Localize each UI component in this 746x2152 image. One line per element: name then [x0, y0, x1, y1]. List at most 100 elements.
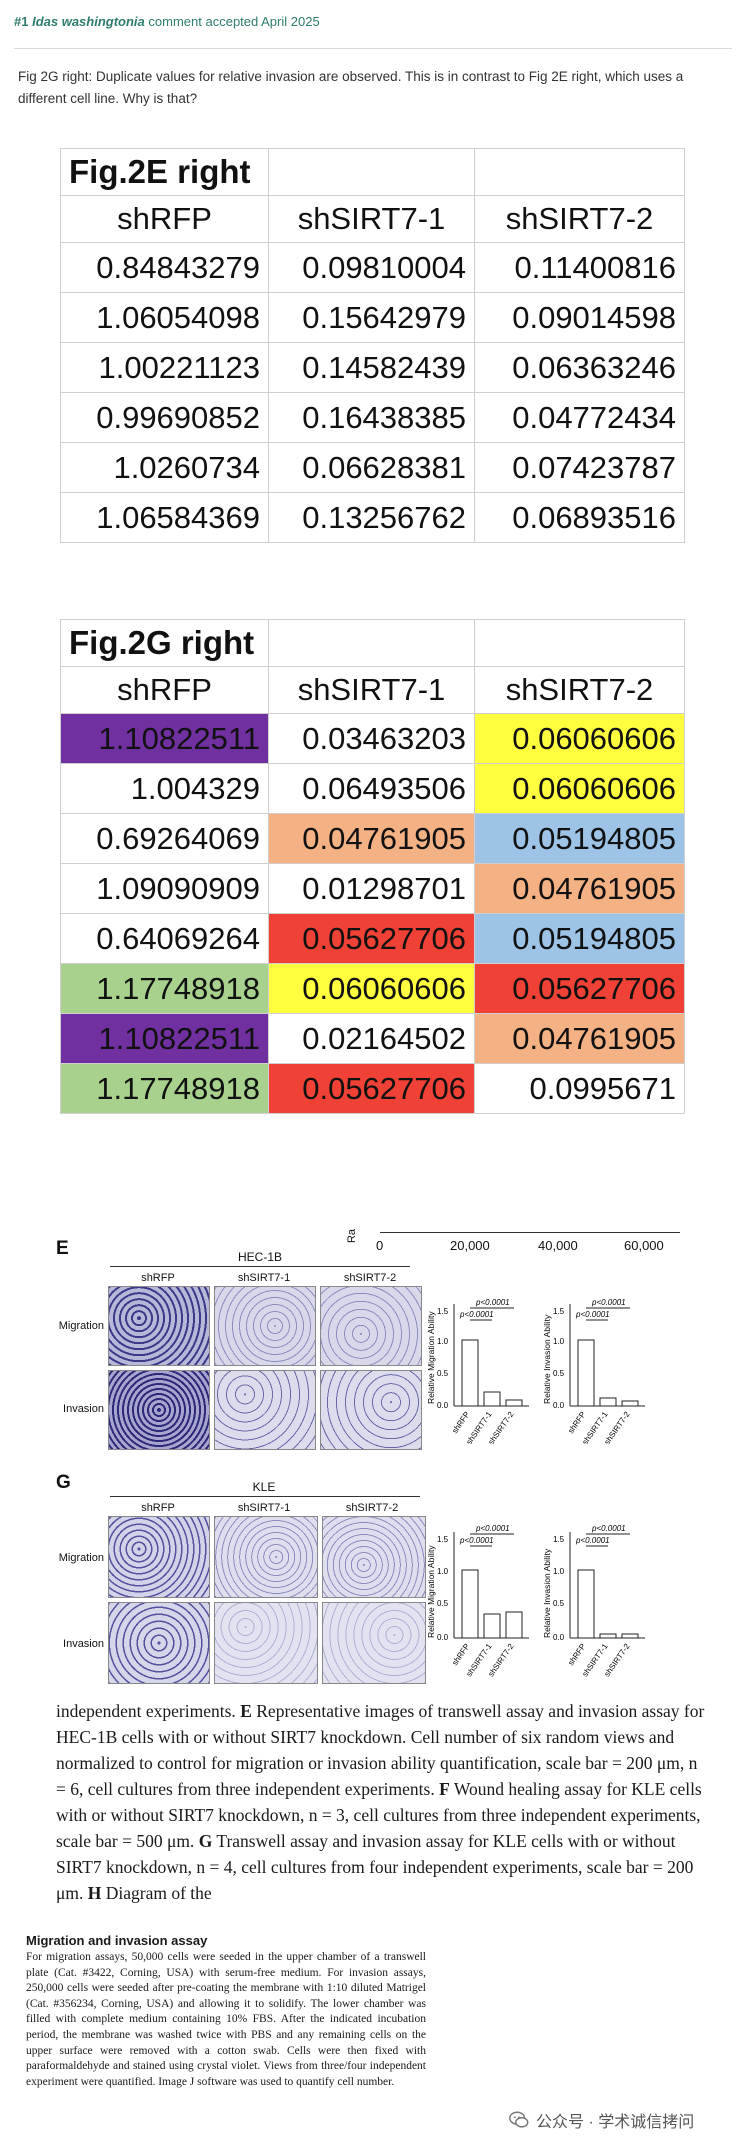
watermark: 公众号 · 学术诚信拷问 [508, 2108, 694, 2132]
cell-line-underline [110, 1496, 420, 1497]
column-label: shSIRT7-2 [345, 1502, 399, 1514]
y-axis-label: Relative Migration Ability [426, 1545, 436, 1638]
y-tick: 0.5 [437, 1599, 449, 1608]
table-cell: 0.69264069 [60, 813, 269, 864]
bar [599, 1397, 617, 1407]
column-label: shSIRT7-1 [237, 1502, 291, 1514]
bar-chart-e-migration: Relative Migration Ability 1.5 1.0 0.5 0… [426, 1298, 529, 1444]
column-header: shRFP [60, 195, 269, 243]
methods-title: Migration and invasion assay [26, 1933, 208, 1948]
comment-header: #1 Idas washingtonia comment accepted Ap… [14, 12, 320, 32]
microscopy-image [320, 1370, 422, 1450]
column-header: shSIRT7-2 [474, 195, 685, 243]
table-row: 1.17748918 0.06060606 0.05627706 [60, 963, 685, 1014]
microscopy-image [214, 1286, 316, 1366]
axis-tick: 0 [376, 1238, 384, 1253]
methods-body: For migration assays, 50,000 cells were … [26, 1951, 426, 2088]
table-row: 1.004329 0.06493506 0.06060606 [60, 763, 685, 814]
table-title: Fig.2G right [60, 619, 269, 667]
caption-text: Diagram of the [105, 1883, 212, 1903]
table-row: 1.00221123 0.14582439 0.06363246 [60, 342, 685, 393]
y-tick: 1.0 [437, 1567, 449, 1576]
bar [599, 1633, 617, 1639]
comment-text: Fig 2G right: Duplicate values for relat… [18, 69, 684, 106]
cell-line-underline [110, 1266, 410, 1267]
bar [577, 1339, 595, 1407]
table-cell: 0.11400816 [474, 242, 685, 293]
y-tick: 0.5 [553, 1599, 565, 1608]
table-cell: 0.06493506 [268, 763, 475, 814]
table-row: 1.10822511 0.03463203 0.06060606 [60, 713, 685, 764]
table-cell-highlighted: 0.05627706 [268, 1063, 475, 1114]
table-cell-highlighted: 0.05627706 [268, 913, 475, 964]
table-row: 0.99690852 0.16438385 0.04772434 [60, 392, 685, 443]
methods-excerpt: Migration and invasion assay For migrati… [26, 1933, 426, 2090]
row-label: Migration [58, 1552, 104, 1564]
bar-chart-g-migration: Relative Migration Ability 1.5 1.0 0.5 0… [426, 1524, 529, 1678]
x-tick: shRFP [450, 1410, 471, 1435]
bar [621, 1633, 639, 1639]
table-cell: 0.06363246 [474, 342, 685, 393]
microscopy-image [108, 1602, 210, 1684]
table-cell: 1.06584369 [60, 492, 269, 543]
caption-text: independent experiments. [56, 1701, 236, 1721]
table-cell-highlighted: 1.10822511 [60, 1013, 269, 1064]
bar [483, 1391, 501, 1407]
microscopy-image [322, 1516, 426, 1598]
caption-letter: H [87, 1883, 102, 1903]
column-header: shSIRT7-1 [268, 195, 475, 243]
watermark-text: 公众号 · 学术诚信拷问 [536, 2114, 695, 2131]
table-fig-2g-right: Fig.2G right shRFP shSIRT7-1 shSIRT7-2 1… [60, 619, 685, 1114]
caption-letter: F [439, 1779, 450, 1799]
table-cell-highlighted: 0.06060606 [474, 713, 685, 764]
column-label: shRFP [141, 1502, 175, 1514]
panel-letter-g: G [56, 1472, 71, 1493]
bar [505, 1611, 523, 1639]
table-row: 1.09090909 0.01298701 0.04761905 [60, 863, 685, 914]
caption-letter: G [198, 1831, 213, 1851]
y-tick: 1.0 [553, 1567, 565, 1576]
table-cell-highlighted: 0.05194805 [474, 813, 685, 864]
y-axis-label: Relative Invasion Ability [542, 1314, 552, 1404]
comment-status: comment accepted April 2025 [148, 14, 320, 29]
table-cell: 0.02164502 [268, 1013, 475, 1064]
column-label: shSIRT7-2 [343, 1272, 397, 1284]
figure-excerpt: 0 20,000 40,000 60,000 Ra E HEC-1B shRFP… [0, 1210, 746, 1690]
comment-author[interactable]: Idas washingtonia [32, 14, 145, 29]
table-cell: 0.16438385 [268, 392, 475, 443]
cell-line-label: HEC-1B [237, 1250, 282, 1264]
table-row: 0.84843279 0.09810004 0.11400816 [60, 242, 685, 293]
table-cell: 0.15642979 [268, 292, 475, 343]
microscopy-image [108, 1370, 210, 1450]
p-value: p<0.0001 [575, 1310, 610, 1319]
table-cell: 0.01298701 [268, 863, 475, 914]
table-cell: 0.03463203 [268, 713, 475, 764]
table-cell: 0.13256762 [268, 492, 475, 543]
y-tick: 0.5 [437, 1369, 449, 1378]
table-cell: 1.06054098 [60, 292, 269, 343]
bar [505, 1399, 523, 1407]
caption-text: Transwell assay and invasion assay for K… [56, 1831, 694, 1903]
table-title: Fig.2E right [60, 148, 269, 196]
header-divider [14, 48, 732, 49]
table-cell: 1.00221123 [60, 342, 269, 393]
y-tick: 0.5 [553, 1369, 565, 1378]
bar [621, 1400, 639, 1407]
y-tick: 1.5 [553, 1535, 565, 1544]
microscopy-image [320, 1286, 422, 1366]
cell-line-label: KLE [252, 1480, 276, 1494]
p-value: p<0.0001 [459, 1536, 494, 1545]
p-value: p<0.0001 [591, 1524, 626, 1533]
microscopy-image [214, 1602, 318, 1684]
table-row: 0.64069264 0.05627706 0.05194805 [60, 913, 685, 964]
bar-chart-e-invasion: Relative Invasion Ability 1.5 1.0 0.5 0.… [542, 1298, 645, 1444]
wechat-icon [509, 2111, 529, 2128]
microscopy-image [108, 1516, 210, 1598]
column-label: shRFP [141, 1272, 175, 1284]
p-value: p<0.0001 [591, 1298, 626, 1307]
panel-letter-e: E [56, 1238, 69, 1259]
table-row: 1.06054098 0.15642979 0.09014598 [60, 292, 685, 343]
y-tick: 0.0 [553, 1401, 565, 1410]
axis-tick: 40,000 [538, 1238, 578, 1253]
table-cell: 0.14582439 [268, 342, 475, 393]
